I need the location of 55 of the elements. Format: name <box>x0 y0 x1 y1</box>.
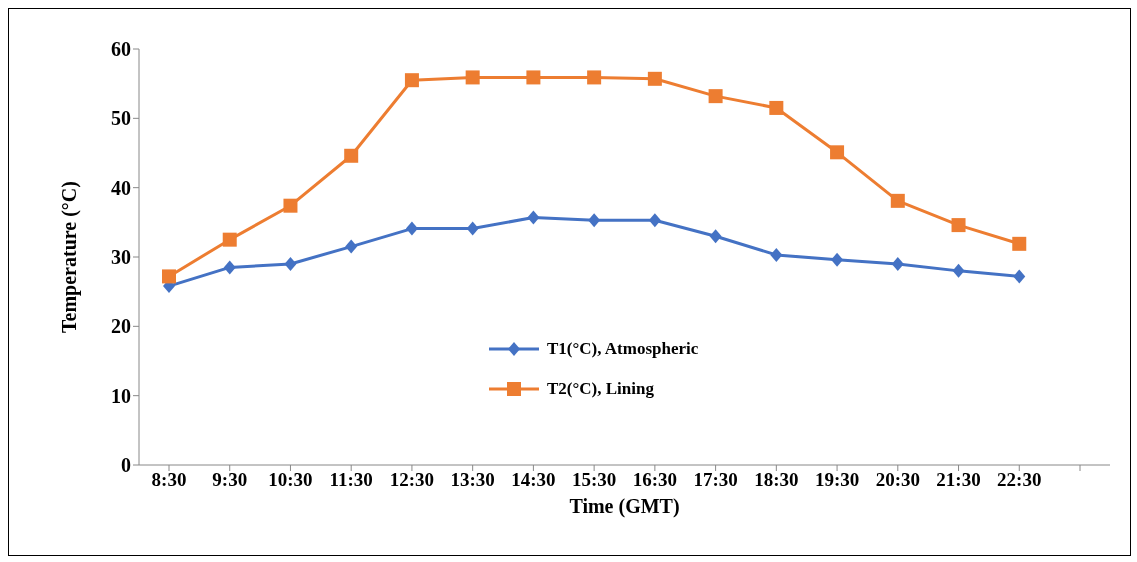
legend-label: T2(°C), Lining <box>547 379 654 399</box>
x-tick-label: 8:30 <box>151 469 187 491</box>
point <box>162 269 176 284</box>
point <box>648 213 661 228</box>
point <box>283 198 298 213</box>
point <box>222 232 237 247</box>
point <box>770 247 783 262</box>
point <box>588 213 601 228</box>
x-tick-label: 12:30 <box>389 469 435 491</box>
point <box>890 193 905 208</box>
point <box>404 73 419 88</box>
point <box>951 218 966 233</box>
point <box>526 70 541 85</box>
x-tick-label: 16:30 <box>632 469 678 491</box>
y-tick-label: 20 <box>111 315 131 338</box>
point <box>405 221 418 236</box>
legend-label: T1(°C), Atmospheric <box>547 339 699 359</box>
point <box>769 100 784 115</box>
y-tick-label: 60 <box>111 38 131 61</box>
x-tick-label: 20:30 <box>875 469 920 491</box>
x-tick-label: 17:30 <box>693 469 738 491</box>
point <box>647 71 662 86</box>
point <box>952 263 965 278</box>
point <box>831 252 844 267</box>
point <box>223 260 236 275</box>
y-tick-label: 0 <box>121 454 131 477</box>
x-tick-label: 14:30 <box>511 469 556 491</box>
x-axis-title: Time (GMT) <box>569 495 680 518</box>
x-tick-label: 19:30 <box>814 469 860 491</box>
point <box>709 229 722 244</box>
x-tick-label: 15:30 <box>571 469 617 491</box>
x-tick-label: 13:30 <box>450 469 495 491</box>
point <box>1013 269 1026 284</box>
x-tick-label: 22:30 <box>997 469 1042 491</box>
y-tick-label: 40 <box>111 176 131 199</box>
x-tick-label: 18:30 <box>754 469 799 491</box>
point <box>587 70 602 85</box>
y-tick-label: 50 <box>111 107 131 130</box>
point <box>830 145 845 160</box>
x-tick-label: 10:30 <box>268 469 313 491</box>
y-tick-label: 10 <box>111 384 131 407</box>
x-tick-label: 21:30 <box>936 469 981 491</box>
point <box>345 239 358 254</box>
x-tick-label: 9:30 <box>212 469 248 491</box>
point <box>466 221 479 236</box>
y-axis-title: Temperature (°C) <box>58 181 82 333</box>
point <box>344 148 359 163</box>
point <box>465 70 480 85</box>
point <box>891 256 904 271</box>
point <box>1012 236 1027 251</box>
x-tick-label: 11:30 <box>329 469 373 491</box>
point <box>527 210 540 225</box>
point <box>708 89 723 104</box>
y-tick-label: 30 <box>111 246 131 269</box>
point <box>284 256 297 271</box>
